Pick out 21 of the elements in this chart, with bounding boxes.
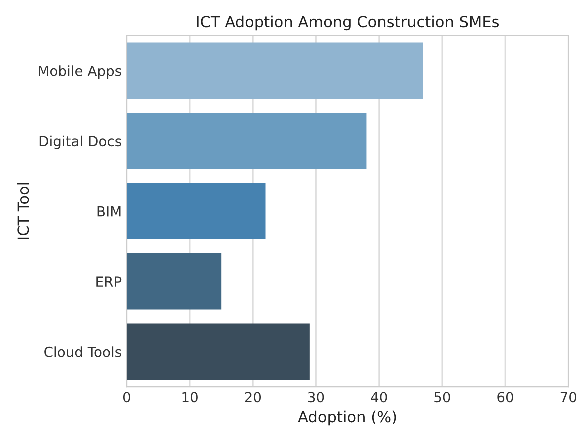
bar — [126, 254, 222, 310]
y-tick-label: Digital Docs — [40, 136, 122, 150]
x-tick-label: 20 — [245, 392, 262, 403]
chart-title: ICT Adoption Among Construction SMEs — [197, 16, 500, 31]
bar — [126, 183, 266, 240]
x-tick-label: 10 — [182, 392, 198, 403]
y-axis-title: ICT Tool — [17, 183, 30, 240]
bar — [126, 42, 424, 99]
x-tick-label: 40 — [371, 392, 388, 403]
y-tick-label: Cloud Tools — [44, 346, 122, 358]
x-tick-label: 60 — [498, 392, 514, 403]
y-tick-label: BIM — [98, 206, 121, 217]
y-tick-label: Mobile Apps — [39, 66, 122, 80]
y-tick-label: ERP — [96, 276, 122, 287]
x-tick-label: 30 — [308, 392, 324, 403]
x-tick-label: 70 — [560, 392, 577, 403]
x-axis-title: Adoption (%) — [298, 410, 396, 426]
x-tick-label: 0 — [123, 392, 130, 403]
bar — [126, 324, 310, 380]
bar — [126, 113, 367, 170]
x-tick-label: 50 — [434, 392, 450, 403]
